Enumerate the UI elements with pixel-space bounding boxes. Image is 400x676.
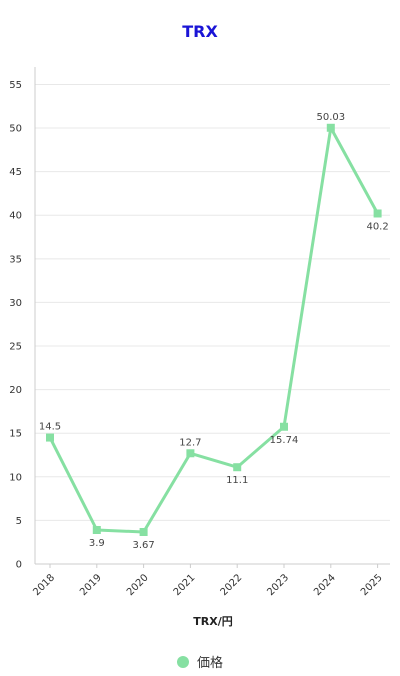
axes <box>34 67 390 568</box>
legend[interactable]: 価格 <box>0 652 400 671</box>
data-marker <box>46 433 54 442</box>
data-label: 50.03 <box>316 112 345 123</box>
x-tick-label: 2023 <box>265 572 291 598</box>
data-marker <box>326 123 335 132</box>
y-tick-label: 35 <box>9 254 22 265</box>
data-markers <box>46 123 382 537</box>
data-label: 15.74 <box>270 435 299 446</box>
data-marker <box>233 463 242 472</box>
series-line-price <box>48 126 379 534</box>
y-tick-label: 40 <box>9 211 22 222</box>
data-label: 14.5 <box>39 422 61 433</box>
x-axis-title: TRX/円 <box>193 615 232 628</box>
series-line <box>48 126 379 534</box>
data-label: 40.2 <box>366 221 388 232</box>
y-tick-label: 20 <box>9 385 22 396</box>
y-tick-label: 45 <box>9 167 22 178</box>
x-tick-label: 2018 <box>31 572 57 598</box>
x-tick-label: 2022 <box>219 572 245 598</box>
legend-label: 価格 <box>196 656 223 671</box>
data-marker <box>186 449 195 458</box>
data-label: 3.67 <box>132 540 154 551</box>
data-label: 11.1 <box>226 475 248 486</box>
x-tick-label: 2024 <box>312 572 338 598</box>
data-marker <box>92 525 101 534</box>
data-label: 12.7 <box>179 437 201 448</box>
x-tick-label: 2020 <box>125 572 151 598</box>
y-tick-label: 0 <box>16 560 22 571</box>
grid-lines <box>35 83 390 521</box>
y-tick-label: 25 <box>9 342 22 353</box>
y-tick-label: 55 <box>9 80 22 91</box>
data-marker <box>373 209 382 218</box>
y-tick-label: 50 <box>9 124 22 135</box>
y-tick-labels: 0 5 10 15 20 25 30 35 40 45 50 55 <box>9 80 22 571</box>
y-tick-label: 15 <box>9 429 22 440</box>
x-tick-labels: 2018 2019 2020 2021 2022 2023 2024 2025 <box>31 572 384 598</box>
data-marker <box>280 422 288 431</box>
data-marker <box>139 528 148 537</box>
chart-title: TRX <box>182 22 218 41</box>
y-tick-label: 10 <box>9 472 22 483</box>
y-tick-label: 5 <box>16 516 22 527</box>
data-label: 3.9 <box>89 538 105 549</box>
data-labels: 14.5 3.9 3.67 12.7 11.1 15.74 50.03 40.2 <box>39 112 389 551</box>
x-tick-label: 2021 <box>172 572 198 598</box>
x-tick-label: 2019 <box>78 572 104 598</box>
y-tick-label: 30 <box>9 298 22 309</box>
legend-swatch <box>176 656 189 668</box>
x-tick-label: 2025 <box>359 572 385 598</box>
